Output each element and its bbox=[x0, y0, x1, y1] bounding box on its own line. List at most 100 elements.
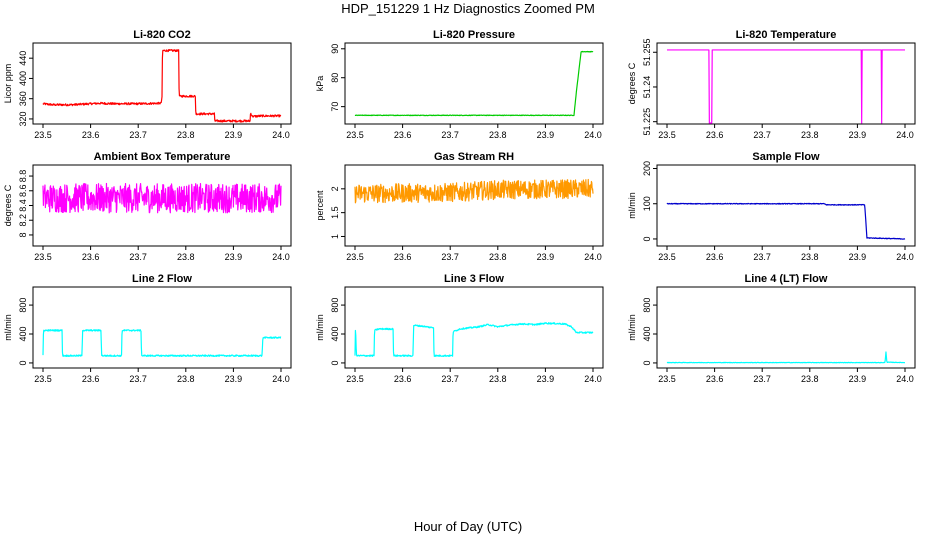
x-tick-label: 23.8 bbox=[177, 252, 195, 262]
plot-frame bbox=[656, 164, 916, 247]
y-tick-label: 1 bbox=[330, 234, 340, 239]
x-tick-label: 23.6 bbox=[82, 252, 100, 262]
y-axis-label: ml/min bbox=[627, 192, 637, 219]
panel-title: Li-820 Pressure bbox=[433, 29, 515, 41]
x-tick-label: 24.0 bbox=[272, 130, 290, 140]
y-tick-label: 51.255 bbox=[642, 38, 652, 66]
x-tick-label: 24.0 bbox=[584, 374, 602, 384]
x-tick-label: 23.7 bbox=[441, 252, 459, 262]
x-tick-label: 23.5 bbox=[658, 252, 676, 262]
x-tick-label: 23.5 bbox=[34, 374, 52, 384]
x-tick-label: 23.6 bbox=[394, 130, 412, 140]
y-axis-label: ml/min bbox=[315, 314, 325, 341]
panel: Ambient Box Temperature 23.5 23.6 23.7 23.8 2… bbox=[3, 151, 292, 262]
x-tick-label: 23.7 bbox=[441, 130, 459, 140]
y-tick-label: 400 bbox=[18, 326, 28, 341]
y-tick-label: 100 bbox=[642, 196, 652, 211]
x-tick-label: 23.9 bbox=[849, 130, 867, 140]
y-axis-label: Licor ppm bbox=[3, 64, 13, 104]
panel-title: Ambient Box Temperature bbox=[94, 151, 231, 163]
plot-frame bbox=[32, 286, 292, 369]
y-tick-label: 800 bbox=[642, 298, 652, 313]
y-axis-label: ml/min bbox=[627, 314, 637, 341]
y-tick-label: 90 bbox=[330, 44, 340, 54]
panel: Sample Flow 23.5 23.6 23.7 23.8 23.9 24.0 0 100 2… bbox=[627, 151, 916, 262]
series-line bbox=[666, 202, 906, 240]
y-axis-label: ml/min bbox=[3, 314, 13, 341]
x-tick-label: 23.9 bbox=[225, 374, 243, 384]
series-line bbox=[354, 321, 594, 357]
x-tick-label: 23.5 bbox=[34, 130, 52, 140]
y-tick-label: 440 bbox=[18, 51, 28, 66]
x-tick-label: 23.7 bbox=[129, 130, 147, 140]
x-tick-label: 24.0 bbox=[584, 252, 602, 262]
series-line bbox=[666, 351, 906, 364]
x-tick-label: 23.8 bbox=[489, 374, 507, 384]
plot-frame bbox=[656, 42, 916, 125]
y-tick-label: 8.2 bbox=[18, 214, 28, 227]
panel-title: Line 2 Flow bbox=[132, 273, 192, 285]
x-axis-label: Hour of Day (UTC) bbox=[414, 519, 522, 534]
y-tick-label: 2 bbox=[330, 186, 340, 191]
x-tick-label: 24.0 bbox=[272, 252, 290, 262]
x-tick-label: 23.9 bbox=[225, 130, 243, 140]
x-tick-label: 23.9 bbox=[537, 130, 555, 140]
x-tick-label: 24.0 bbox=[896, 374, 914, 384]
y-axis-label: percent bbox=[315, 190, 325, 221]
y-tick-label: 200 bbox=[642, 161, 652, 176]
series-line bbox=[42, 49, 282, 123]
panel-title: Li-820 Temperature bbox=[736, 29, 837, 41]
x-tick-label: 23.6 bbox=[706, 252, 724, 262]
x-tick-label: 23.6 bbox=[82, 374, 100, 384]
x-tick-label: 23.7 bbox=[129, 374, 147, 384]
x-tick-label: 23.6 bbox=[394, 252, 412, 262]
y-tick-label: 8.8 bbox=[18, 170, 28, 183]
panel-title: Li-820 CO2 bbox=[133, 29, 190, 41]
y-tick-label: 70 bbox=[330, 102, 340, 112]
plot-frame bbox=[656, 286, 916, 369]
y-tick-label: 400 bbox=[18, 71, 28, 86]
y-tick-label: 80 bbox=[330, 73, 340, 83]
x-tick-label: 23.7 bbox=[441, 374, 459, 384]
panel: Li-820 Pressure 23.5 23.6 23.7 23.8 23.9 24.0 7… bbox=[315, 29, 604, 140]
panel-title: Sample Flow bbox=[752, 151, 820, 163]
panel-grid: Li-820 CO2 23.5 23.6 23.7 23.8 23.9 24.0 320 360… bbox=[3, 29, 916, 384]
plot-frame bbox=[344, 42, 604, 125]
x-tick-label: 23.6 bbox=[706, 130, 724, 140]
x-tick-label: 23.8 bbox=[489, 252, 507, 262]
x-tick-label: 23.9 bbox=[849, 374, 867, 384]
x-tick-label: 23.5 bbox=[346, 130, 364, 140]
panel-title: Line 4 (LT) Flow bbox=[745, 273, 828, 285]
panel: Li-820 Temperature 23.5 23.6 23.7 23.8 23.9 24… bbox=[627, 29, 916, 140]
x-tick-label: 23.6 bbox=[394, 374, 412, 384]
plot-frame bbox=[344, 164, 604, 247]
x-tick-label: 23.6 bbox=[706, 374, 724, 384]
x-tick-label: 23.9 bbox=[849, 252, 867, 262]
series-line bbox=[42, 182, 282, 214]
x-tick-label: 23.5 bbox=[658, 130, 676, 140]
x-tick-label: 23.8 bbox=[489, 130, 507, 140]
x-tick-label: 23.7 bbox=[129, 252, 147, 262]
plot-frame bbox=[344, 286, 604, 369]
x-tick-label: 23.9 bbox=[537, 374, 555, 384]
y-tick-label: 0 bbox=[642, 236, 652, 241]
y-tick-label: 0 bbox=[330, 360, 340, 365]
plot-frame bbox=[32, 42, 292, 125]
x-tick-label: 23.9 bbox=[225, 252, 243, 262]
y-tick-label: 360 bbox=[18, 91, 28, 106]
y-tick-label: 0 bbox=[18, 360, 28, 365]
y-tick-label: 51.24 bbox=[642, 76, 652, 99]
y-tick-label: 1.5 bbox=[330, 206, 340, 219]
y-axis-label: kPa bbox=[315, 76, 325, 92]
panel: Line 4 (LT) Flow 23.5 23.6 23.7 23.8 23.9 24.0… bbox=[627, 273, 916, 384]
y-tick-label: 400 bbox=[642, 326, 652, 341]
x-tick-label: 23.7 bbox=[753, 130, 771, 140]
y-tick-label: 320 bbox=[18, 111, 28, 126]
panel: Gas Stream RH 23.5 23.6 23.7 23.8 23.9 24.0 1 1.… bbox=[315, 151, 604, 262]
x-tick-label: 23.5 bbox=[34, 252, 52, 262]
panel-title: Gas Stream RH bbox=[434, 151, 514, 163]
y-axis-label: degrees C bbox=[3, 184, 13, 226]
x-tick-label: 23.5 bbox=[346, 374, 364, 384]
y-tick-label: 8.6 bbox=[18, 185, 28, 198]
